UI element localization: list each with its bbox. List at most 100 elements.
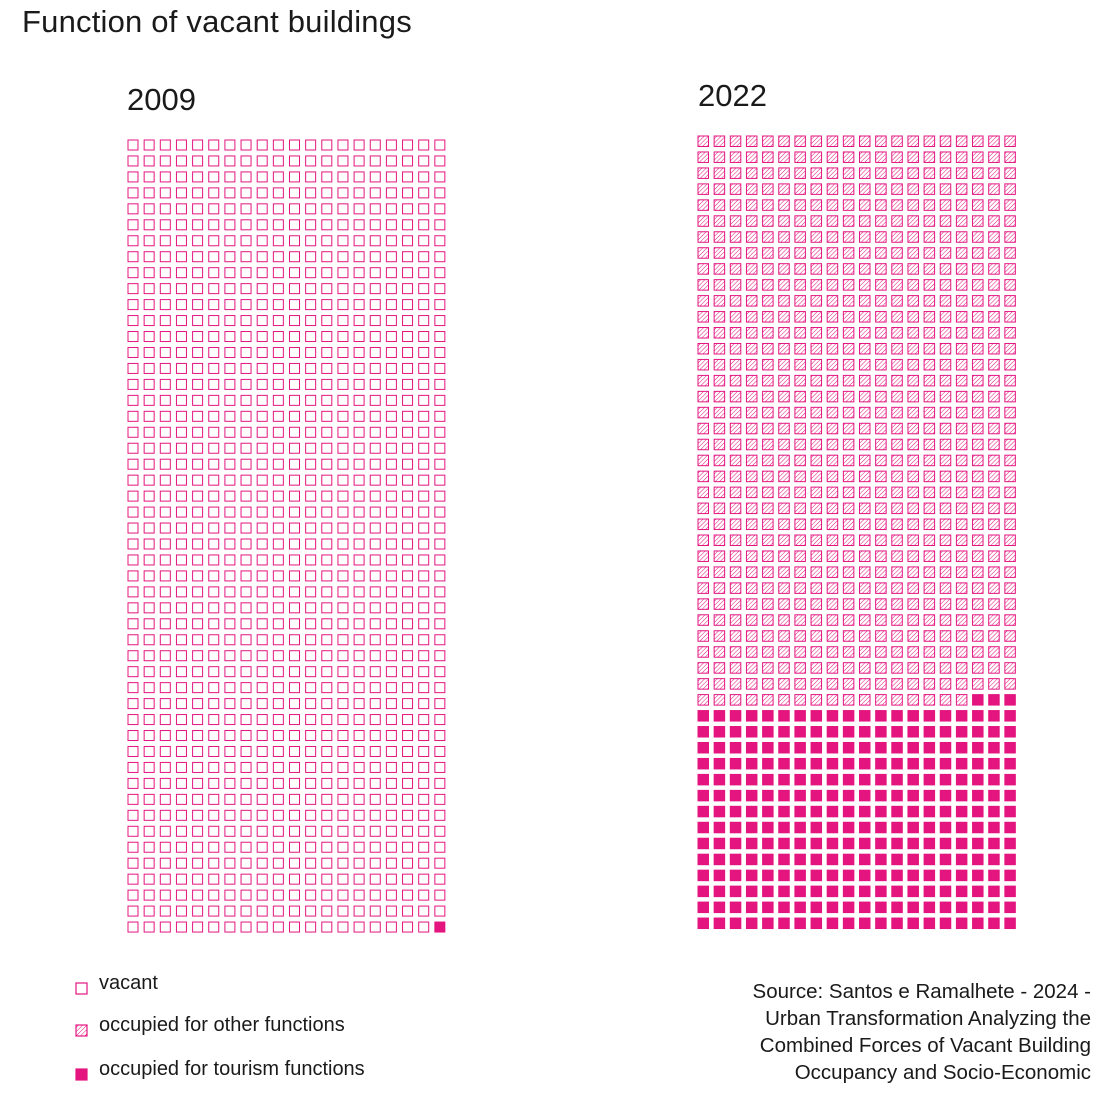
waffle-cell-other [891,678,903,690]
waffle-cell-vacant [289,187,300,199]
waffle-cell-vacant [289,267,300,279]
waffle-cell-other [875,279,887,291]
waffle-cell-vacant [192,219,204,231]
waffle-cell-vacant [402,139,414,151]
waffle-cell-vacant [434,618,446,630]
waffle-cell-tourism [1004,741,1016,754]
waffle-cell-vacant [240,586,252,598]
waffle-cell-other [972,247,984,259]
waffle-cell-tourism [1004,789,1016,802]
waffle-cell-other [810,518,823,531]
waffle-cell-vacant [175,426,187,438]
waffle-cell-vacant [224,793,236,805]
waffle-cell-other [794,566,806,578]
waffle-cell-tourism [923,917,936,930]
waffle-cell-other [762,470,774,483]
waffle-cell-vacant [434,219,446,231]
waffle-cell-vacant [159,251,171,263]
waffle-cell-vacant [418,362,430,374]
waffle-cell-vacant [224,873,236,885]
waffle-cell-vacant [224,745,236,757]
waffle-cell-tourism [859,757,871,770]
waffle-cell-vacant [127,761,139,773]
waffle-cell-other [1004,390,1016,403]
waffle-cell-vacant [256,410,268,422]
waffle-cell-other [697,183,709,195]
waffle-cell-vacant [192,203,204,215]
waffle-cell-other [713,183,726,195]
waffle-cell-vacant [208,841,220,853]
waffle-cell-other [891,438,903,451]
waffle-cell-vacant [175,857,187,869]
waffle-cell-vacant [418,283,430,295]
waffle-cell-other [923,135,936,147]
waffle-cell-vacant [208,857,220,869]
waffle-cell-other [955,374,968,387]
waffle-cell-other [923,327,936,339]
waffle-cell-vacant [175,219,187,231]
waffle-cell-other [842,247,855,259]
waffle-cell-vacant [321,474,333,486]
waffle-cell-vacant [353,362,365,374]
waffle-cell-vacant [434,666,446,678]
waffle-cell-other [842,582,855,594]
waffle-cell-vacant [208,155,220,167]
waffle-cell-other [794,374,806,387]
waffle-cell-vacant [305,139,317,151]
waffle-cell-tourism [859,869,871,882]
waffle-cell-other [1004,518,1016,531]
waffle-cell-vacant [127,139,139,151]
waffle-cell-vacant [321,442,333,454]
waffle-cell-other [826,534,839,546]
waffle-cell-tourism [810,773,823,786]
waffle-cell-vacant [337,602,349,614]
waffle-cell-vacant [175,538,187,550]
waffle-cell-vacant [305,825,317,837]
waffle-cell-vacant [305,682,317,694]
waffle-cell-vacant [305,283,317,295]
waffle-cell-other [923,390,936,403]
waffle-cell-vacant [337,331,349,343]
waffle-cell-vacant [192,554,204,566]
waffle-cell-other [1004,438,1016,451]
waffle-cell-vacant [385,618,397,630]
waffle-cell-vacant [192,666,204,678]
waffle-cell-tourism [842,837,855,850]
waffle-cell-vacant [337,650,349,662]
waffle-cell-vacant [272,761,284,773]
waffle-cell-vacant [369,219,381,231]
waffle-cell-other [923,311,936,323]
waffle-cell-tourism [972,869,984,882]
waffle-cell-vacant [159,283,171,295]
waffle-cell-vacant [127,889,139,901]
waffle-cell-vacant [127,714,139,726]
waffle-cell-vacant [418,618,430,630]
waffle-cell-tourism [907,917,919,930]
waffle-cell-other [923,598,936,610]
waffle-cell-tourism [697,805,709,818]
waffle-cell-other [745,470,758,483]
waffle-cell-other [842,390,855,403]
waffle-cell-other [939,406,952,419]
waffle-cell-other [729,374,742,387]
waffle-cell-tourism [842,917,855,930]
waffle-cell-other [923,486,936,499]
waffle-cell-tourism [778,805,790,818]
waffle-cell-vacant [159,299,171,311]
waffle-cell-vacant [353,666,365,678]
waffle-cell-vacant [353,761,365,773]
waffle-cell-tourism [729,726,742,738]
waffle-cell-vacant [289,841,300,853]
waffle-cell-tourism [842,869,855,882]
waffle-cell-vacant [402,634,414,646]
waffle-cell-vacant [337,426,349,438]
waffle-cell-vacant [321,346,333,358]
waffle-cell-other [826,295,839,307]
waffle-cell-vacant [240,219,252,231]
waffle-cell-vacant [175,586,187,598]
waffle-cell-vacant [418,315,430,327]
waffle-cell-other [891,550,903,562]
waffle-cell-tourism [891,917,903,930]
waffle-cell-vacant [143,730,155,742]
waffle-cell-tourism [907,901,919,914]
